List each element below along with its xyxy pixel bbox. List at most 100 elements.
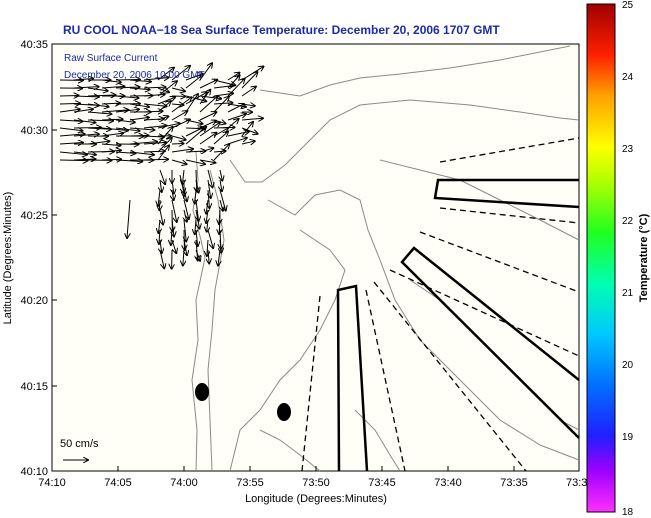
current-vector: [227, 138, 247, 145]
current-vector: [87, 120, 113, 121]
current-vector: [73, 109, 93, 112]
current-vector: [101, 159, 121, 160]
y-axis: 40:35 40:30 40:25 40:20 40:15 40:10: [20, 39, 57, 478]
current-vector: [196, 249, 200, 261]
current-vector: [59, 120, 83, 121]
colorbar-tick-23: 23: [622, 144, 634, 155]
x-tick-6: 73:40: [434, 477, 462, 489]
current-vector: [129, 117, 149, 120]
y-tick-5: 40:10: [20, 466, 48, 478]
current-vector: [59, 143, 83, 144]
current-vector: [160, 239, 162, 253]
current-vector: [172, 219, 174, 236]
current-vector: [115, 120, 135, 122]
current-vector: [172, 189, 174, 200]
y-tick-1: 40:30: [20, 125, 48, 137]
current-vector: [127, 199, 131, 238]
y-tick-0: 40:35: [20, 39, 48, 51]
current-vector: [172, 179, 174, 194]
current-vector: [227, 119, 239, 129]
colorbar-tick-21: 21: [622, 288, 634, 299]
current-vector: [199, 148, 213, 153]
current-vector: [185, 76, 202, 89]
current-vector: [129, 135, 148, 136]
y-tick-2: 40:25: [20, 210, 48, 222]
x-tick-1: 74:05: [104, 477, 132, 489]
colorbar-tick-22: 22: [622, 216, 634, 227]
current-vector: [185, 127, 206, 145]
current-vector: [157, 81, 177, 97]
current-vector: [184, 219, 186, 241]
current-vector: [185, 159, 205, 164]
current-vector: [115, 96, 138, 98]
current-vector: [101, 133, 123, 136]
current-vector: [143, 142, 166, 144]
current-vector: [159, 249, 164, 268]
y-tick-4: 40:15: [20, 381, 48, 393]
current-vector: [227, 104, 244, 113]
current-vector: [206, 209, 208, 223]
current-vector: [115, 109, 139, 112]
current-vector: [129, 104, 149, 107]
current-vector: [159, 229, 160, 244]
current-vector: [213, 103, 232, 104]
current-vector: [219, 209, 220, 224]
current-vector: [59, 128, 83, 131]
current-vector: [241, 141, 255, 144]
current-vector: [185, 127, 203, 137]
current-vector: [101, 150, 121, 152]
current-vector: [157, 87, 169, 92]
current-vector: [143, 151, 165, 152]
current-vector: [73, 78, 93, 80]
current-vector: [182, 169, 184, 184]
current-vector: [171, 149, 193, 152]
current-vector: [157, 116, 168, 120]
current-vector: [87, 95, 116, 96]
current-vector: [227, 79, 245, 97]
current-vector: [196, 199, 199, 221]
x-axis-label: Longitude (Degrees:Minutes): [245, 493, 387, 505]
current-vector: [171, 229, 172, 245]
current-vector: [199, 160, 215, 163]
site-marker-1[interactable]: [195, 383, 209, 401]
current-vector: [87, 141, 109, 144]
transect-boxes: [336, 178, 580, 472]
current-vector: [73, 134, 99, 136]
current-vector: [183, 199, 189, 219]
current-vector: [101, 110, 128, 112]
current-vector: [241, 87, 256, 97]
current-vector: [171, 239, 176, 253]
current-vector: [160, 209, 163, 224]
plot-area: [51, 43, 580, 472]
y-axis-label: Latitude (Degrees:Minutes): [2, 192, 14, 325]
current-vector: [143, 87, 166, 88]
current-vector: [207, 219, 208, 232]
current-vector: [184, 239, 187, 255]
current-vector: [171, 119, 190, 129]
current-vector: [171, 159, 187, 164]
current-vector: [213, 151, 226, 152]
current-vector: [213, 127, 235, 128]
current-vector: [59, 103, 80, 104]
current-vector: [115, 160, 142, 161]
current-vector: [199, 80, 217, 89]
current-vector: [208, 249, 209, 263]
colorbar-tick-24: 24: [622, 72, 634, 83]
current-vector: [143, 159, 168, 160]
current-vector: [207, 239, 208, 256]
current-vector: [213, 144, 229, 161]
current-vector: [227, 75, 240, 89]
colorbar: [586, 3, 616, 513]
current-vector: [171, 97, 191, 113]
current-vector: [171, 199, 177, 222]
x-tick-5: 73:45: [368, 477, 396, 489]
current-vector: [199, 96, 217, 113]
current-vector: [129, 80, 151, 82]
current-vector: [158, 219, 160, 233]
x-tick-3: 73:55: [236, 477, 264, 489]
current-vector: [143, 136, 164, 137]
x-axis: 74:10 74:05 74:00 73:55 73:50 73:45 73:4…: [38, 466, 587, 489]
x-tick-8: 73:3: [566, 477, 587, 489]
site-marker-2[interactable]: [277, 403, 291, 421]
